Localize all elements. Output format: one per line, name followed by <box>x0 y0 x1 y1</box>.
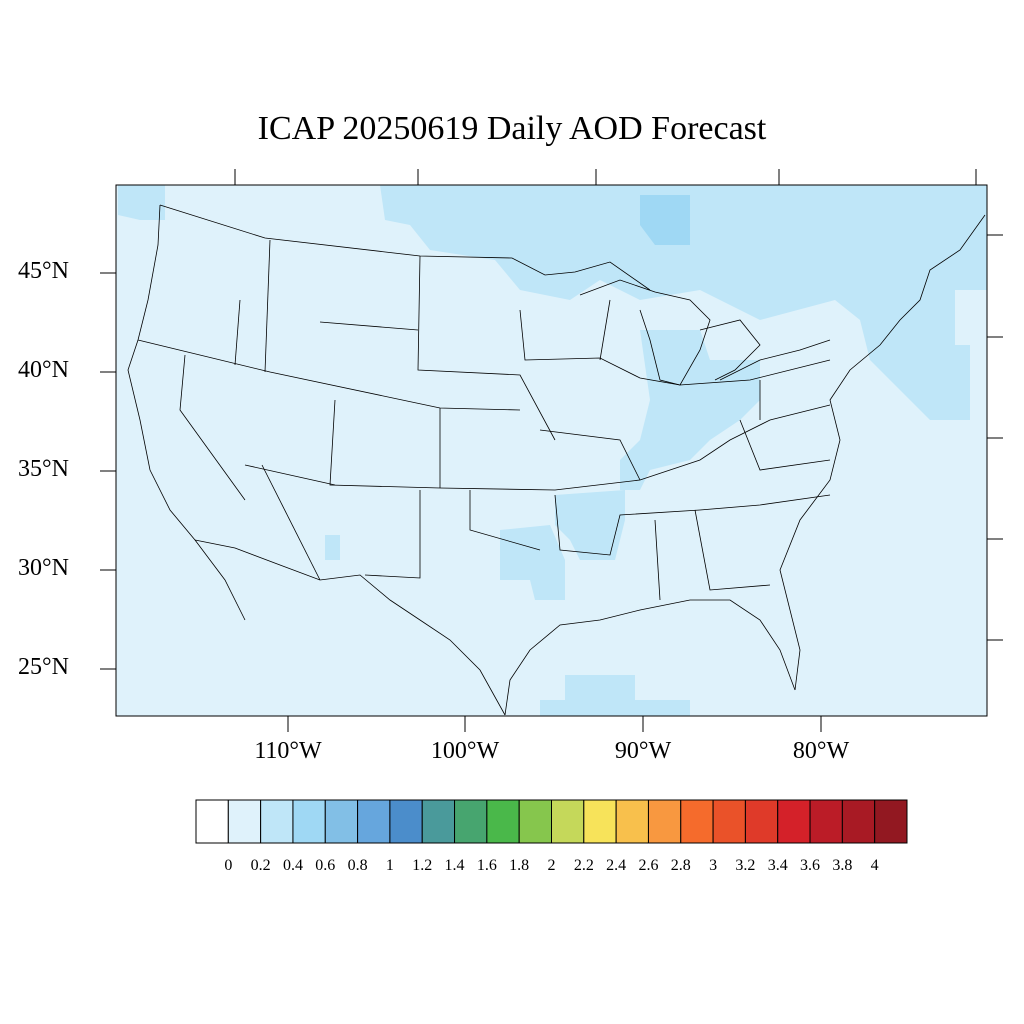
colorbar-label: 3.6 <box>800 857 821 874</box>
colorbar-label: 3.4 <box>767 857 788 874</box>
colorbar-box <box>647 799 682 844</box>
aod-patches-darker <box>640 195 690 245</box>
colorbar-box <box>680 799 714 844</box>
aod-patches <box>118 185 987 716</box>
colorbar-label: 0 <box>224 857 233 874</box>
colorbar-box <box>227 799 262 844</box>
lon-label-90: 90°W <box>614 738 672 764</box>
colorbar-box <box>583 799 617 844</box>
colorbar-box <box>357 799 391 844</box>
colorbar-label: 2.6 <box>638 857 659 874</box>
colorbar-label: 2 <box>547 857 556 874</box>
colorbar-box <box>518 799 553 844</box>
colorbar-box <box>389 799 423 844</box>
lon-label-110: 110°W <box>254 738 322 764</box>
colorbar-label: 0.4 <box>282 857 303 874</box>
colorbar-label: 1.6 <box>476 857 497 874</box>
coastlines-and-borders <box>127 204 986 716</box>
colorbar-box <box>454 799 488 844</box>
colorbar-label: 0.2 <box>250 857 271 874</box>
colorbar-box <box>292 799 326 844</box>
colorbar-label: 2.4 <box>606 857 627 874</box>
colorbar-box <box>324 799 359 844</box>
colorbar-label: 3.8 <box>832 857 853 874</box>
lat-label-45: 45°N <box>18 258 69 284</box>
left-ticks <box>100 272 116 670</box>
colorbar-box <box>421 799 456 844</box>
colorbar-label: 2.2 <box>573 857 594 874</box>
colorbar-box <box>874 799 908 844</box>
lon-label-100: 100°W <box>430 738 500 764</box>
colorbar-label: 0.8 <box>347 857 368 874</box>
colorbar-label: 3.2 <box>735 857 756 874</box>
colorbar-label: 2.8 <box>670 857 691 874</box>
colorbar-box <box>777 799 811 844</box>
colorbar-label: 1.2 <box>412 857 433 874</box>
lat-label-40: 40°N <box>18 357 69 383</box>
colorbar-label: 1.4 <box>444 857 465 874</box>
colorbar-box <box>744 799 779 844</box>
colorbar-label: 3 <box>709 857 718 874</box>
lat-label-35: 35°N <box>18 456 69 482</box>
colorbar-box <box>712 799 746 844</box>
bottom-ticks <box>287 716 822 732</box>
colorbar-box <box>615 799 649 844</box>
colorbar-label: 4 <box>870 857 879 874</box>
colorbar-box <box>260 799 294 844</box>
lon-label-80: 80°W <box>792 738 850 764</box>
colorbar-label: 1.8 <box>509 857 530 874</box>
top-ticks <box>234 169 977 185</box>
lat-label-30: 30°N <box>18 555 69 581</box>
map-frame <box>115 184 988 717</box>
colorbar-box <box>486 799 520 844</box>
right-ticks <box>987 234 1003 641</box>
colorbar <box>195 799 908 844</box>
colorbar-label: 1 <box>385 857 394 874</box>
lat-label-25: 25°N <box>18 654 69 680</box>
map-title: ICAP 20250619 Daily AOD Forecast <box>257 110 767 147</box>
colorbar-box <box>841 799 876 844</box>
colorbar-label: 0.6 <box>315 857 336 874</box>
colorbar-box <box>551 799 585 844</box>
colorbar-box <box>195 799 229 844</box>
colorbar-box <box>809 799 843 844</box>
